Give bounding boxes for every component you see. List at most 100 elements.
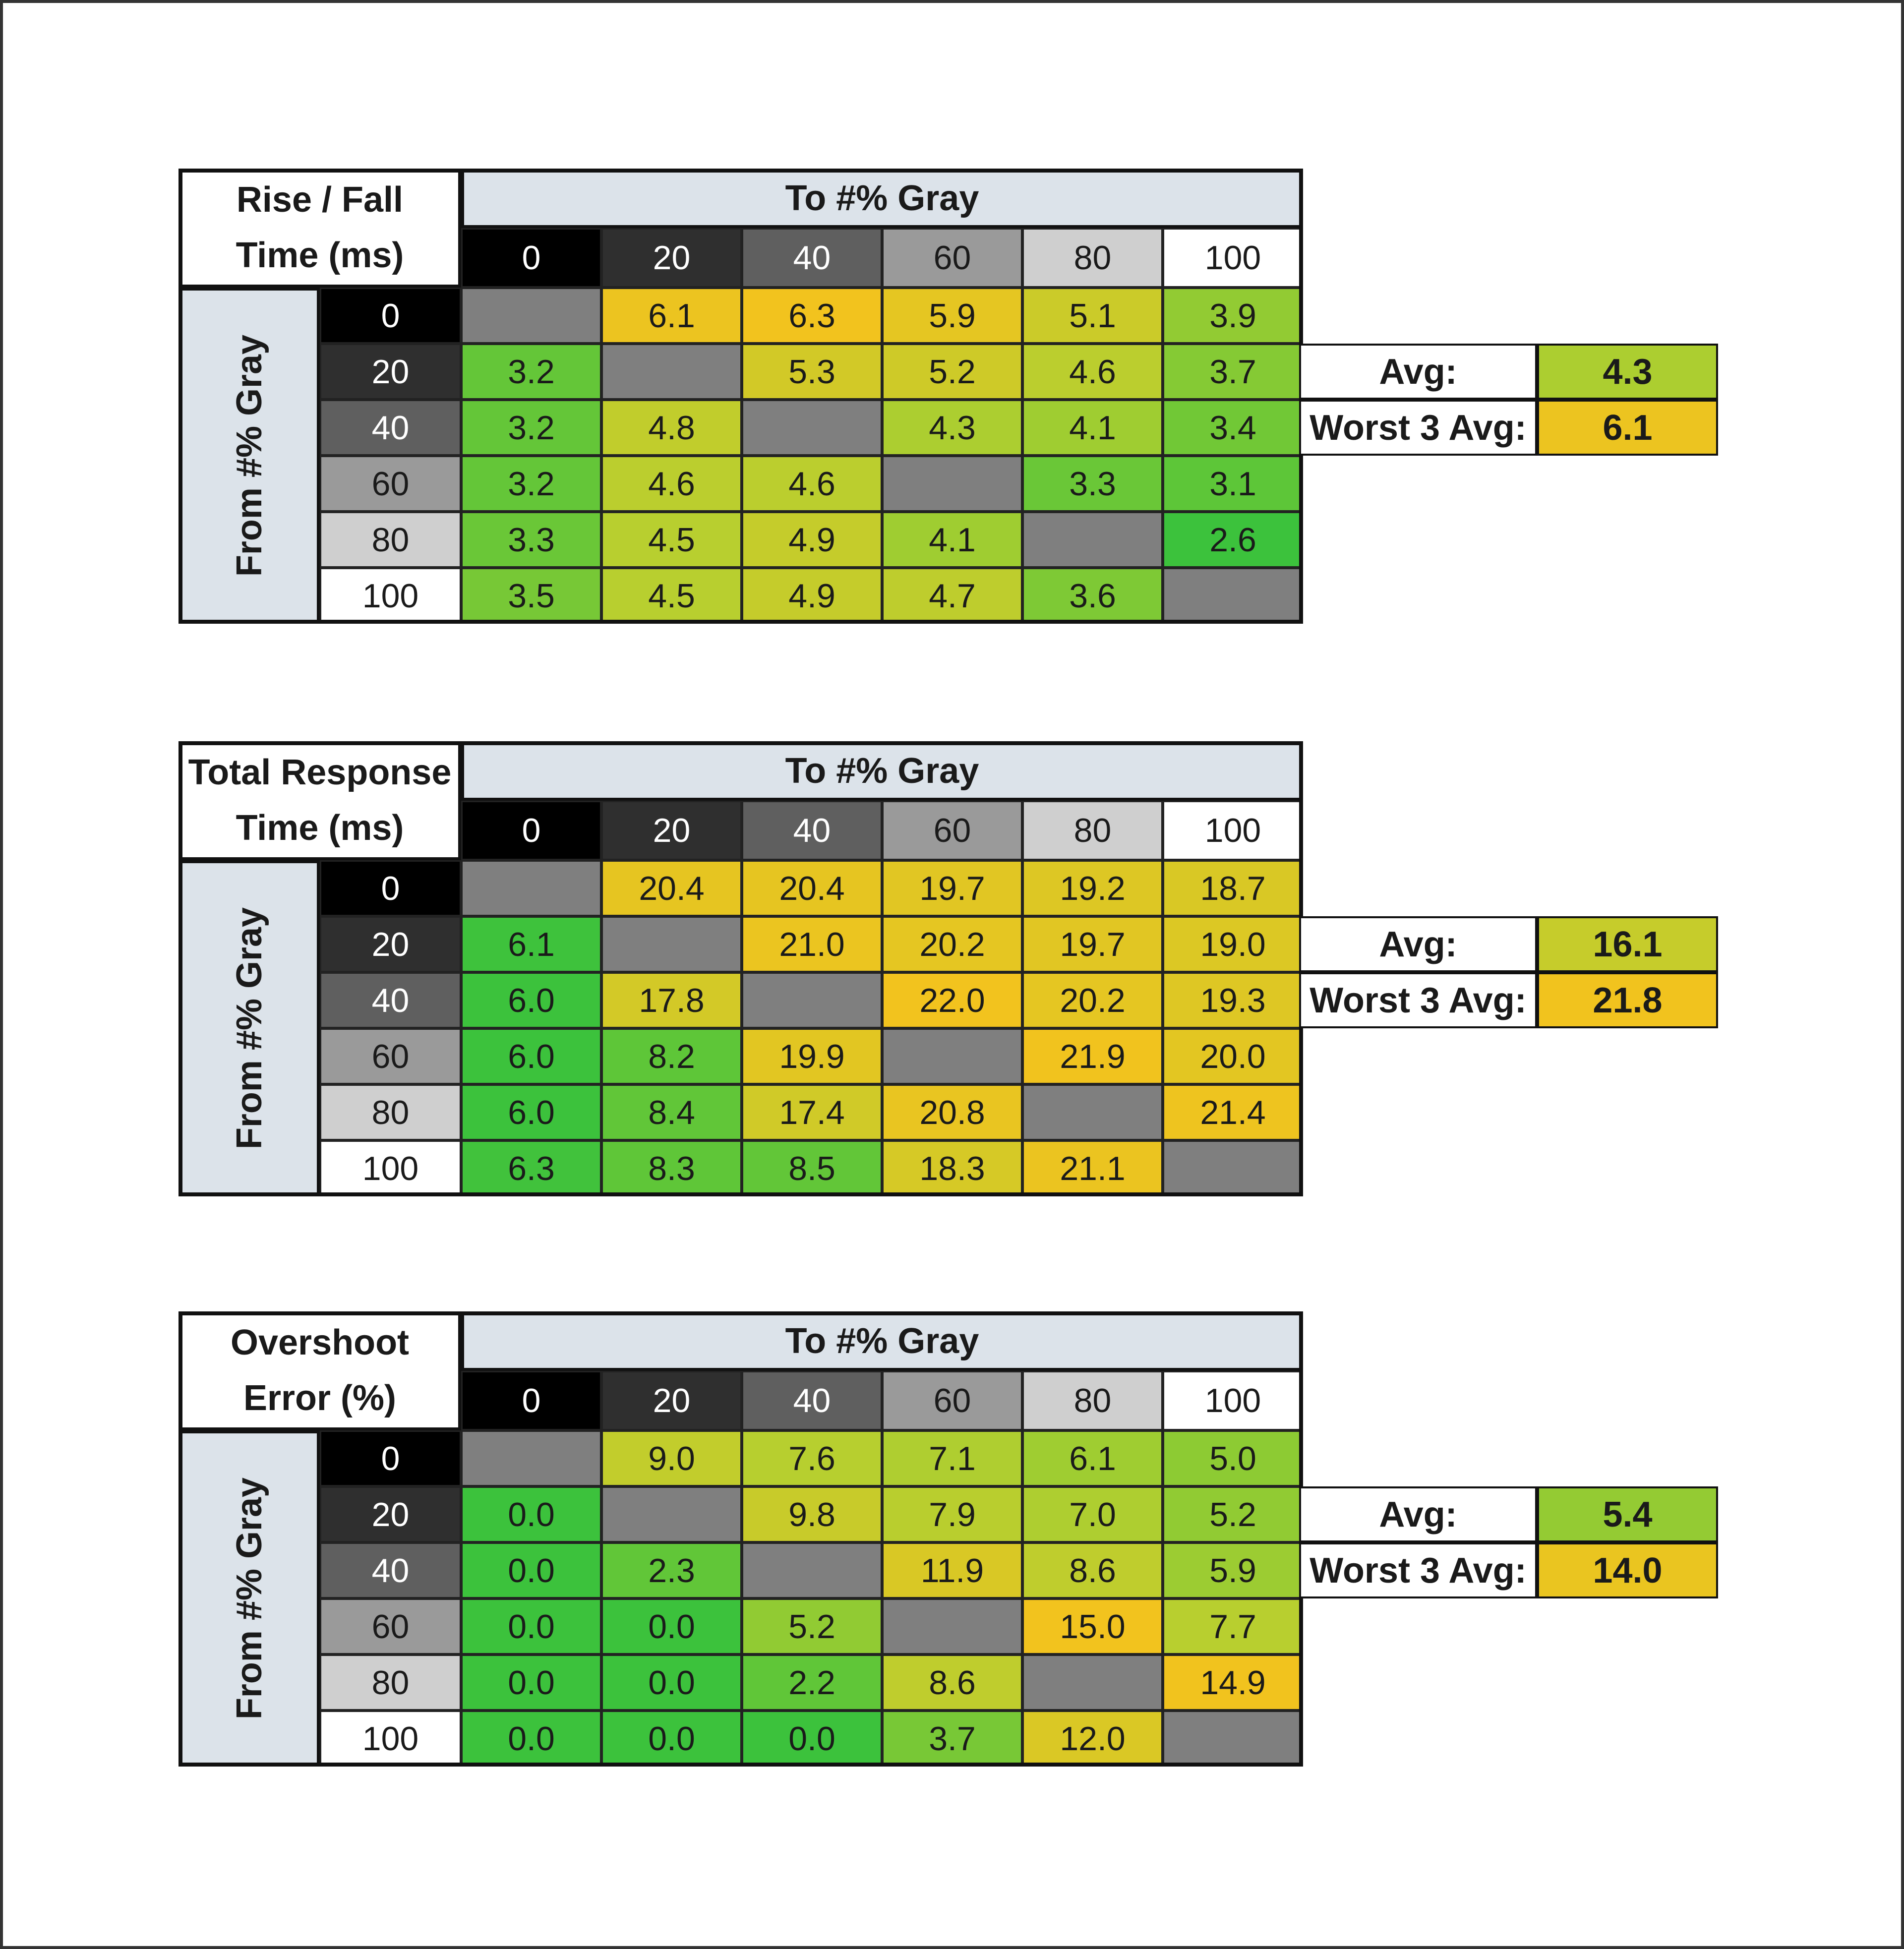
value-cell: 0.0 bbox=[461, 1598, 601, 1654]
diagonal-cell bbox=[461, 288, 601, 344]
table-title-line: Total Response bbox=[188, 753, 452, 793]
diagonal-cell bbox=[601, 344, 742, 400]
value-cell: 7.9 bbox=[882, 1486, 1022, 1542]
row-level-label: 100 bbox=[320, 1140, 461, 1196]
value-cell: 8.4 bbox=[601, 1084, 742, 1140]
avg-value: 5.4 bbox=[1537, 1486, 1718, 1542]
value-cell: 0.0 bbox=[601, 1711, 742, 1767]
value-cell: 18.7 bbox=[1163, 860, 1303, 916]
diagonal-cell bbox=[1022, 1654, 1163, 1711]
value-cell: 0.0 bbox=[461, 1654, 601, 1711]
diagonal-cell bbox=[1163, 568, 1303, 624]
value-cell: 5.2 bbox=[742, 1598, 882, 1654]
column-level-label: 100 bbox=[1163, 228, 1303, 288]
value-cell: 6.3 bbox=[461, 1140, 601, 1196]
value-cell: 15.0 bbox=[1022, 1598, 1163, 1654]
value-cell: 4.6 bbox=[601, 456, 742, 512]
value-cell: 8.3 bbox=[601, 1140, 742, 1196]
value-cell: 4.1 bbox=[882, 512, 1022, 568]
row-level-label: 80 bbox=[320, 1084, 461, 1140]
value-cell: 5.3 bbox=[742, 344, 882, 400]
chart-panel: Rise / Fall Time (ms) To #% Gray 0 20 40 60 80 1… bbox=[0, 0, 1904, 624]
column-level-label: 20 bbox=[601, 801, 742, 860]
row-level-label: 20 bbox=[320, 916, 461, 972]
table-title-line: Time (ms) bbox=[236, 236, 404, 275]
value-cell: 21.4 bbox=[1163, 1084, 1303, 1140]
value-cell: 5.9 bbox=[882, 288, 1022, 344]
row-level-label: 0 bbox=[320, 288, 461, 344]
value-cell: 4.6 bbox=[742, 456, 882, 512]
row-level-label: 60 bbox=[320, 456, 461, 512]
table-title: Total Response Time (ms) bbox=[178, 741, 461, 860]
diagonal-cell bbox=[1163, 1140, 1303, 1196]
value-cell: 12.0 bbox=[1022, 1711, 1163, 1767]
row-level-label: 100 bbox=[320, 1711, 461, 1767]
value-cell: 7.1 bbox=[882, 1430, 1022, 1486]
value-cell: 6.3 bbox=[742, 288, 882, 344]
value-cell: 7.7 bbox=[1163, 1598, 1303, 1654]
row-level-label: 0 bbox=[320, 860, 461, 916]
value-cell: 6.1 bbox=[461, 916, 601, 972]
row-level-label: 40 bbox=[320, 400, 461, 456]
value-cell: 21.1 bbox=[1022, 1140, 1163, 1196]
row-level-label: 20 bbox=[320, 344, 461, 400]
value-cell: 9.0 bbox=[601, 1430, 742, 1486]
worst-3-avg-label: Worst 3 Avg: bbox=[1299, 400, 1537, 456]
value-cell: 7.6 bbox=[742, 1430, 882, 1486]
value-cell: 4.8 bbox=[601, 400, 742, 456]
column-level-label: 100 bbox=[1163, 801, 1303, 860]
avg-label: Avg: bbox=[1299, 916, 1537, 972]
value-cell: 20.4 bbox=[601, 860, 742, 916]
column-level-label: 80 bbox=[1022, 228, 1163, 288]
value-cell: 19.2 bbox=[1022, 860, 1163, 916]
value-cell: 4.9 bbox=[742, 568, 882, 624]
value-cell: 2.2 bbox=[742, 1654, 882, 1711]
diagonal-cell bbox=[882, 1598, 1022, 1654]
value-cell: 20.0 bbox=[1163, 1028, 1303, 1084]
value-cell: 3.2 bbox=[461, 456, 601, 512]
value-cell: 21.0 bbox=[742, 916, 882, 972]
diagonal-cell bbox=[742, 1542, 882, 1598]
value-cell: 20.8 bbox=[882, 1084, 1022, 1140]
column-level-label: 60 bbox=[882, 228, 1022, 288]
row-level-label: 80 bbox=[320, 512, 461, 568]
value-cell: 3.7 bbox=[882, 1711, 1022, 1767]
value-cell: 3.2 bbox=[461, 344, 601, 400]
column-level-label: 100 bbox=[1163, 1371, 1303, 1430]
from-gray-header: From #% Gray bbox=[178, 288, 320, 624]
value-cell: 9.8 bbox=[742, 1486, 882, 1542]
column-level-label: 60 bbox=[882, 1371, 1022, 1430]
value-cell: 3.5 bbox=[461, 568, 601, 624]
value-cell: 19.9 bbox=[742, 1028, 882, 1084]
column-level-label: 20 bbox=[601, 1371, 742, 1430]
column-level-label: 40 bbox=[742, 801, 882, 860]
value-cell: 7.0 bbox=[1022, 1486, 1163, 1542]
column-level-label: 40 bbox=[742, 1371, 882, 1430]
value-cell: 4.1 bbox=[1022, 400, 1163, 456]
value-cell: 6.0 bbox=[461, 972, 601, 1028]
diagonal-cell bbox=[1022, 512, 1163, 568]
value-cell: 17.4 bbox=[742, 1084, 882, 1140]
table-title-line: Rise / Fall bbox=[236, 180, 404, 220]
row-level-label: 60 bbox=[320, 1028, 461, 1084]
value-cell: 6.0 bbox=[461, 1084, 601, 1140]
value-cell: 0.0 bbox=[601, 1654, 742, 1711]
table-title: Overshoot Error (%) bbox=[178, 1311, 461, 1430]
diagonal-cell bbox=[1163, 1711, 1303, 1767]
chart-panel: Overshoot Error (%) To #% Gray 0 20 40 60 80 100… bbox=[0, 0, 1904, 1767]
diagonal-cell bbox=[742, 972, 882, 1028]
table-title-line: Overshoot bbox=[230, 1323, 410, 1363]
row-level-label: 80 bbox=[320, 1654, 461, 1711]
diagonal-cell bbox=[882, 1028, 1022, 1084]
value-cell: 3.2 bbox=[461, 400, 601, 456]
value-cell: 0.0 bbox=[461, 1542, 601, 1598]
column-level-label: 60 bbox=[882, 801, 1022, 860]
table-title-line: Time (ms) bbox=[236, 808, 404, 848]
value-cell: 5.2 bbox=[882, 344, 1022, 400]
value-cell: 8.6 bbox=[882, 1654, 1022, 1711]
value-cell: 2.6 bbox=[1163, 512, 1303, 568]
column-level-label: 80 bbox=[1022, 1371, 1163, 1430]
diagonal-cell bbox=[742, 400, 882, 456]
value-cell: 20.2 bbox=[882, 916, 1022, 972]
